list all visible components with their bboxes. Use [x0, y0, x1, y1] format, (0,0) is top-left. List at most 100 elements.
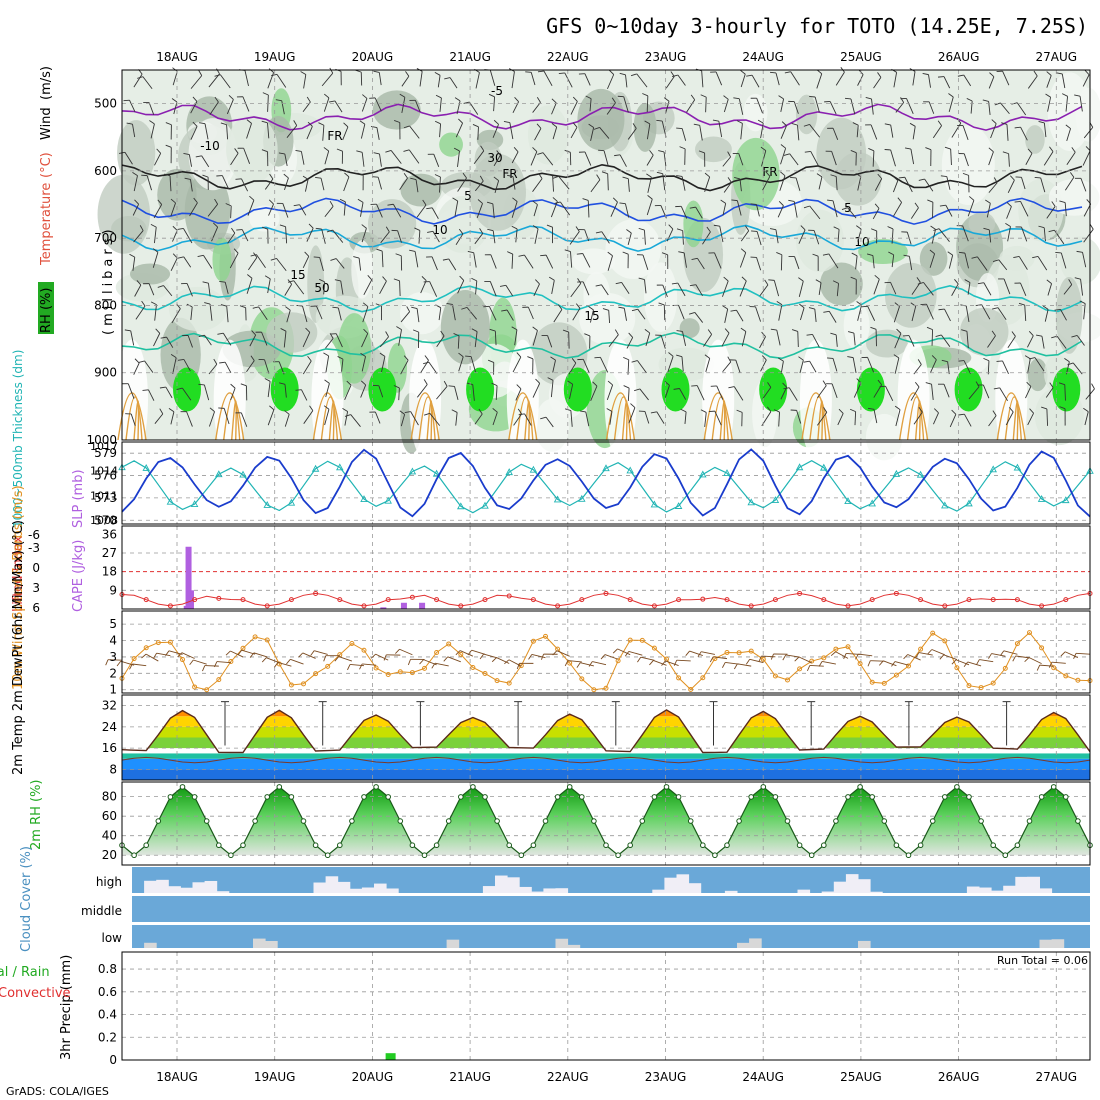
rh-shade [439, 132, 463, 157]
wind-speed-point [797, 666, 803, 672]
wind-barb [912, 126, 916, 140]
wind-barb [931, 649, 945, 656]
thickness-point [215, 470, 223, 478]
wind-barb [446, 302, 453, 305]
wind-speed-point [906, 663, 911, 669]
wind-barb [999, 387, 1008, 402]
surface-temp-contour [711, 396, 729, 441]
rh-point [300, 818, 307, 824]
wind-barb [822, 253, 829, 256]
precip-panel: 0.80.60.40.20 [98, 951, 1091, 1067]
wind-speed-point [627, 637, 633, 643]
wind-barb [797, 125, 800, 141]
wind-barb [557, 304, 563, 310]
wind-barb [798, 656, 812, 664]
wind-barb [727, 151, 731, 158]
cloud-high-bar [870, 891, 883, 893]
wind-barb [183, 359, 191, 372]
wind-barb [867, 660, 871, 667]
wind-barb [336, 148, 343, 152]
lifted-index-point [893, 590, 899, 596]
wind-barb [827, 199, 834, 202]
wind-barb [550, 380, 554, 398]
date-label-bottom: 21AUG [449, 1070, 491, 1084]
wind-barb [534, 128, 542, 141]
wind-barb [673, 659, 678, 666]
wind-barb [756, 231, 762, 246]
rh-point [530, 842, 537, 849]
wind-barb [590, 179, 601, 193]
wind-barb [547, 335, 553, 348]
wind-barb [740, 230, 750, 242]
wind-barb [719, 226, 724, 243]
wind-barb [393, 385, 400, 389]
wind-barb [476, 203, 483, 218]
wind-barb [471, 328, 478, 332]
rh-shade [843, 301, 870, 349]
wind-barb [858, 653, 873, 657]
thickness-point [1013, 463, 1022, 471]
wind-barb [422, 199, 427, 206]
wind-barb [434, 71, 441, 76]
wind-barb [534, 228, 539, 244]
wind-barb [170, 198, 176, 204]
rh-shade [633, 102, 657, 152]
wind-barb [584, 73, 591, 86]
wind-barb [873, 77, 882, 89]
wind-barb [154, 304, 157, 321]
thickness-point [892, 469, 901, 477]
wind-barb [553, 309, 563, 323]
wind-barb [1060, 252, 1067, 269]
wind-barb [542, 152, 554, 166]
wind-barb [598, 149, 605, 152]
wind-barb [552, 175, 559, 179]
wind-barb [800, 225, 806, 231]
wind-barb [809, 205, 821, 220]
wind-barb [278, 361, 285, 375]
wind-barb [588, 661, 593, 667]
wind-barb [614, 154, 621, 157]
wind-barb [701, 651, 715, 655]
upper-air-ylabel: RH (%) Temperature (°C) Wind (m/s) (mill… [38, 66, 116, 335]
wind-barb [671, 74, 679, 78]
surface-temp-contour [817, 400, 824, 441]
wind-barb [410, 411, 419, 426]
slp-tick: 1014 [90, 465, 118, 478]
wind-barb [718, 121, 723, 138]
wind-barb [230, 153, 239, 166]
wind-barb [803, 360, 810, 363]
rh-point [808, 852, 815, 859]
wind-barb [398, 387, 400, 401]
wind-barb [680, 408, 687, 413]
cloud-high-bar [156, 879, 169, 893]
wind-barb [419, 659, 424, 665]
wind-barb [769, 228, 777, 231]
wind-barb [285, 226, 288, 244]
surface-temp-contour [508, 392, 538, 441]
wind-barb [1024, 657, 1030, 662]
wind-barb [866, 253, 874, 256]
wind-barb [668, 352, 674, 357]
wind-barb [306, 126, 313, 140]
wind-barb [623, 308, 627, 321]
wind-barb [142, 76, 153, 89]
wind-barb [962, 172, 969, 176]
wind-barb [697, 258, 705, 270]
wind-barb [453, 333, 460, 337]
wind-barb [431, 207, 439, 219]
wind-barb [150, 301, 157, 305]
date-label-top: 24AUG [742, 50, 784, 64]
thickness-point [190, 500, 199, 508]
wind-barb [969, 196, 975, 201]
wind-barb [615, 281, 622, 285]
rh-shade [168, 286, 227, 332]
wind-barb [242, 96, 250, 112]
rh-point [409, 842, 416, 849]
rh-high-core [1052, 367, 1081, 412]
lifted-index-tick: 0 [32, 561, 40, 575]
wind-barb [405, 71, 410, 77]
lifted-index-point [313, 590, 319, 596]
wind-barb [634, 388, 641, 392]
millibars-label: (millibars) [101, 225, 116, 335]
wind-barb [779, 175, 786, 191]
